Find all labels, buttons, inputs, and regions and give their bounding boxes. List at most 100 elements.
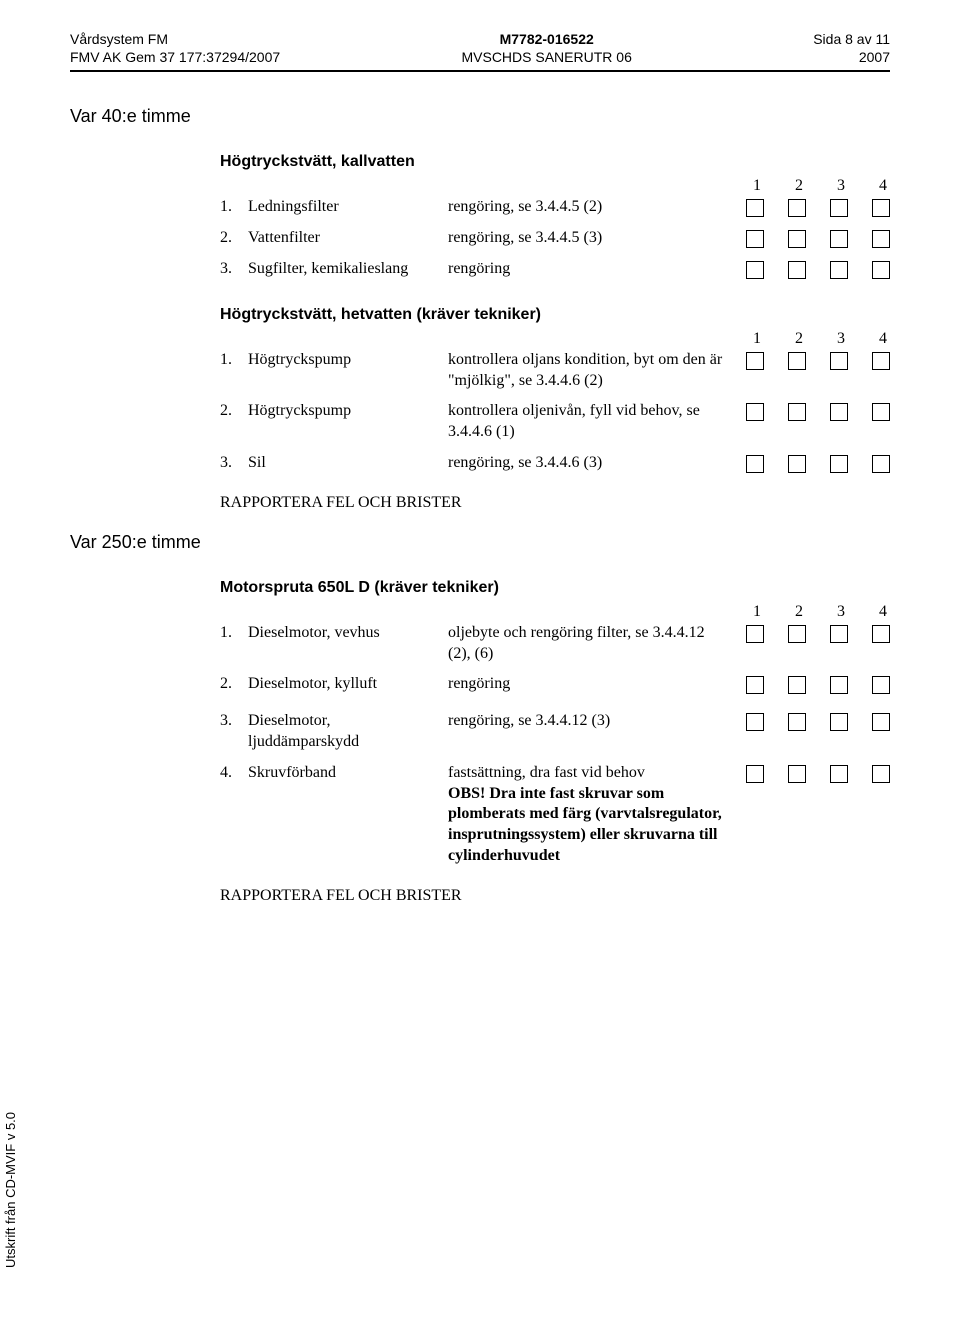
group3-row: 2. Dieselmotor, kylluft rengöring <box>220 674 890 695</box>
row-action: kontrollera oljans kondition, byt om den… <box>448 350 746 392</box>
checkbox-group <box>746 228 890 248</box>
column-numbers: 1 2 3 4 <box>220 330 890 348</box>
group3-row: 3. Dieselmotor, ljuddämparskydd rengörin… <box>220 711 890 753</box>
group3-title: Motorspruta 650L D (kräver tekniker) <box>220 579 890 597</box>
checkbox[interactable] <box>830 230 848 248</box>
report-line-2: RAPPORTERA FEL OCH BRISTER <box>220 887 890 905</box>
checkbox[interactable] <box>788 199 806 217</box>
row-num: 1. <box>220 623 248 644</box>
coln-2: 2 <box>792 603 806 621</box>
checkbox[interactable] <box>788 403 806 421</box>
checkbox[interactable] <box>788 261 806 279</box>
checkbox[interactable] <box>746 352 764 370</box>
checkbox-group <box>746 350 890 370</box>
checkbox[interactable] <box>872 230 890 248</box>
header-left2: FMV AK Gem 37 177:37294/2007 <box>70 48 280 66</box>
checkbox[interactable] <box>746 230 764 248</box>
checkbox[interactable] <box>746 199 764 217</box>
checkbox[interactable] <box>746 625 764 643</box>
coln-2: 2 <box>792 330 806 348</box>
row-action: rengöring, se 3.4.4.12 (3) <box>448 711 746 732</box>
checkbox-group <box>746 197 890 217</box>
checkbox[interactable] <box>788 765 806 783</box>
checkbox[interactable] <box>830 455 848 473</box>
checkbox[interactable] <box>830 352 848 370</box>
checkbox[interactable] <box>830 403 848 421</box>
header-right1: Sida 8 av 11 <box>813 30 890 48</box>
row-num: 3. <box>220 453 248 474</box>
checkbox[interactable] <box>872 676 890 694</box>
coln-3: 3 <box>834 177 848 195</box>
checkbox[interactable] <box>872 713 890 731</box>
checkbox[interactable] <box>872 625 890 643</box>
row-num: 1. <box>220 350 248 371</box>
coln-1: 1 <box>750 603 764 621</box>
checkbox[interactable] <box>788 625 806 643</box>
checkbox[interactable] <box>746 713 764 731</box>
row-name: Dieselmotor, kylluft <box>248 674 448 695</box>
header-left1: Vårdsystem FM <box>70 30 280 48</box>
checkbox-group <box>746 453 890 473</box>
checkbox[interactable] <box>830 676 848 694</box>
checkbox[interactable] <box>788 455 806 473</box>
coln-3: 3 <box>834 603 848 621</box>
row-name: Dieselmotor, ljuddämparskydd <box>248 711 448 753</box>
checkbox[interactable] <box>746 455 764 473</box>
row-name: Skruvförband <box>248 763 448 784</box>
coln-2: 2 <box>792 177 806 195</box>
checkbox[interactable] <box>872 199 890 217</box>
row-action: rengöring <box>448 674 746 695</box>
checkbox-group <box>746 711 890 731</box>
row-action: rengöring, se 3.4.4.5 (3) <box>448 228 746 249</box>
group1-row: 3. Sugfilter, kemikalieslang rengöring <box>220 259 890 280</box>
coln-3: 3 <box>834 330 848 348</box>
checkbox[interactable] <box>830 765 848 783</box>
checkbox[interactable] <box>830 199 848 217</box>
coln-4: 4 <box>876 330 890 348</box>
row-num: 2. <box>220 674 248 695</box>
checkbox[interactable] <box>872 261 890 279</box>
row-name: Högtryckspump <box>248 350 448 371</box>
group2-title: Högtryckstvätt, hetvatten (kräver teknik… <box>220 306 890 324</box>
checkbox[interactable] <box>788 230 806 248</box>
row-action: rengöring <box>448 259 746 280</box>
checkbox[interactable] <box>746 676 764 694</box>
checkbox[interactable] <box>872 765 890 783</box>
row-action-bold: OBS! Dra inte fast skruvar som plomberat… <box>448 785 722 864</box>
row-name: Ledningsfilter <box>248 197 448 218</box>
group3-row: 4. Skruvförband fastsättning, dra fast v… <box>220 763 890 867</box>
checkbox[interactable] <box>830 625 848 643</box>
row-action: fastsättning, dra fast vid behov OBS! Dr… <box>448 763 746 867</box>
header-center: M7782-016522 MVSCHDS SANERUTR 06 <box>461 30 631 66</box>
coln-4: 4 <box>876 603 890 621</box>
header-right: Sida 8 av 11 2007 <box>813 30 890 66</box>
checkbox[interactable] <box>746 765 764 783</box>
section-label-1: Var 40:e timme <box>70 106 890 127</box>
row-action: oljebyte och rengöring filter, se 3.4.4.… <box>448 623 746 665</box>
group1-title: Högtryckstvätt, kallvatten <box>220 153 890 171</box>
checkbox[interactable] <box>788 713 806 731</box>
page-header: Vårdsystem FM FMV AK Gem 37 177:37294/20… <box>70 30 890 72</box>
checkbox[interactable] <box>872 403 890 421</box>
checkbox[interactable] <box>746 261 764 279</box>
checkbox-group <box>746 763 890 783</box>
checkbox[interactable] <box>788 676 806 694</box>
checkbox[interactable] <box>830 713 848 731</box>
group1-row: 1. Ledningsfilter rengöring, se 3.4.4.5 … <box>220 197 890 218</box>
group2-row: 2. Högtryckspump kontrollera oljenivån, … <box>220 401 890 443</box>
checkbox[interactable] <box>788 352 806 370</box>
checkbox[interactable] <box>746 403 764 421</box>
row-name: Högtryckspump <box>248 401 448 422</box>
checkbox[interactable] <box>830 261 848 279</box>
checkbox[interactable] <box>872 352 890 370</box>
header-left: Vårdsystem FM FMV AK Gem 37 177:37294/20… <box>70 30 280 66</box>
row-num: 3. <box>220 259 248 280</box>
row-name: Sugfilter, kemikalieslang <box>248 259 448 280</box>
checkbox-group <box>746 259 890 279</box>
group3-row: 1. Dieselmotor, vevhus oljebyte och reng… <box>220 623 890 665</box>
checkbox[interactable] <box>872 455 890 473</box>
group1-row: 2. Vattenfilter rengöring, se 3.4.4.5 (3… <box>220 228 890 249</box>
row-num: 2. <box>220 401 248 422</box>
checkbox-group <box>746 623 890 643</box>
column-numbers: 1 2 3 4 <box>220 603 890 621</box>
